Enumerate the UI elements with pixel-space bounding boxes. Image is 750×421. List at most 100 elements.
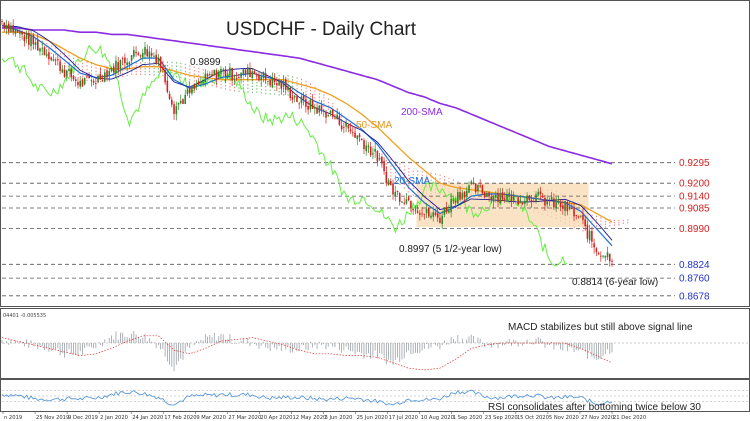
candle-body (291, 96, 294, 100)
candle-body (392, 183, 394, 195)
candle-body (349, 129, 352, 132)
x-tick-label: 5 Nov 2020 (549, 415, 579, 421)
candle-body (454, 200, 457, 203)
candle-body (242, 69, 245, 75)
sma20-line (1, 25, 613, 247)
x-tick-label: 27 Mar 2020 (228, 415, 261, 421)
candle-body (32, 35, 35, 45)
candle-body (108, 70, 111, 76)
candle-body (48, 52, 50, 60)
candle-body (468, 185, 470, 193)
candle-body (86, 76, 88, 78)
candle-body (276, 83, 278, 86)
candle-body (36, 40, 39, 51)
candle-body (28, 32, 30, 45)
candle-body (403, 202, 405, 204)
candle-body (474, 183, 477, 192)
sma200-line (2, 27, 613, 165)
candle-body (481, 185, 484, 194)
candle-body (50, 57, 52, 60)
candle-body (517, 197, 519, 205)
candle-body (575, 214, 578, 216)
candle-body (363, 140, 365, 149)
candle-body (157, 58, 160, 63)
candle-body (427, 207, 430, 217)
candle-body (177, 102, 180, 105)
candle-body (470, 181, 473, 185)
candle-body (179, 100, 182, 104)
candle-body (298, 103, 300, 105)
candle-body (577, 216, 580, 218)
candle-body (448, 210, 450, 213)
candle-body (387, 180, 390, 186)
candle-body (582, 214, 584, 220)
candle-body (331, 109, 334, 117)
candle-body (441, 215, 443, 224)
candle-body (133, 49, 135, 57)
candle-body (423, 213, 426, 215)
candle-body (57, 59, 59, 61)
candle-body (63, 69, 66, 77)
candle-body (43, 47, 46, 56)
level-label: 0.9140 (679, 192, 710, 203)
candle-body (586, 224, 589, 239)
level-label: 0.9085 (679, 204, 710, 215)
candle-body (231, 68, 233, 81)
candle-body (394, 191, 397, 196)
candle-body (611, 260, 613, 262)
candle-body (115, 60, 117, 74)
chart-title: USDCHF - Daily Chart (226, 19, 417, 40)
candle-body (398, 193, 401, 202)
candle-body (396, 190, 399, 192)
candle-body (124, 57, 126, 64)
candle-body (519, 200, 522, 203)
x-tick-label: 23 Sep 2020 (485, 415, 518, 421)
candle-body (365, 145, 368, 152)
candle-body (584, 219, 586, 227)
candle-body (68, 68, 70, 72)
candle-body (16, 29, 19, 33)
candle-body (90, 80, 93, 81)
candle-body (309, 99, 312, 110)
candle-body (367, 145, 370, 148)
candle-body (492, 196, 495, 202)
candle-body (264, 73, 267, 80)
candle-body (410, 200, 412, 208)
candle-body (184, 94, 187, 104)
candle-body (490, 196, 493, 200)
candle-body (61, 69, 64, 73)
candle-body (550, 197, 553, 200)
candle-body (235, 77, 238, 79)
x-tick-label: n 2019 (4, 415, 22, 421)
candle-body (193, 84, 195, 89)
candle-body (19, 31, 21, 34)
candle-body (282, 81, 285, 87)
candle-body (588, 230, 591, 241)
candle-body (564, 201, 566, 211)
candle-body (45, 54, 48, 56)
candle-body (271, 76, 274, 88)
candle-body (483, 192, 486, 198)
candle-body (541, 196, 544, 198)
candle-body (92, 80, 95, 83)
candle-body (450, 198, 452, 213)
x-tick-label: 15 Oct 2020 (517, 415, 549, 421)
candle-body (39, 48, 41, 52)
candle-body (54, 59, 57, 61)
candle-body (421, 213, 423, 215)
x-tick-label: 20 Apr 2020 (260, 415, 292, 421)
candle-body (251, 71, 254, 79)
candle-body (376, 151, 379, 162)
candle-body (555, 202, 557, 209)
candle-body (139, 55, 142, 57)
macd-layer (1, 330, 748, 372)
candle-body (600, 255, 602, 257)
candle-body (510, 194, 513, 203)
candle-body (222, 69, 225, 71)
candle-body (597, 253, 600, 255)
candle-body (146, 49, 149, 57)
candle-body (204, 73, 207, 83)
x-tick-label: 9 Dec 2019 (68, 415, 98, 421)
